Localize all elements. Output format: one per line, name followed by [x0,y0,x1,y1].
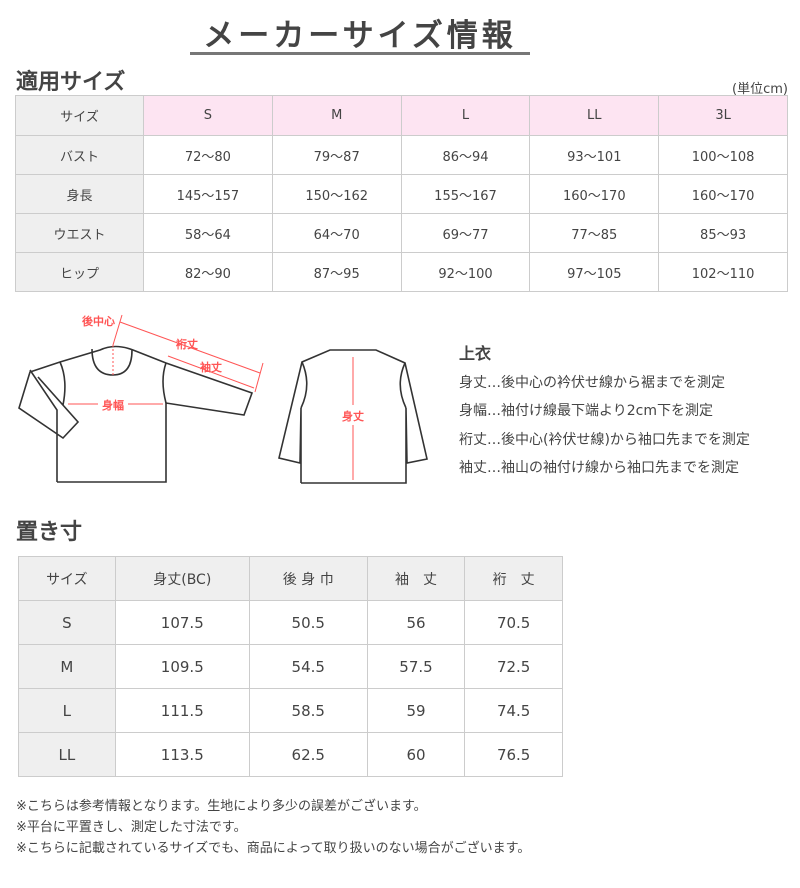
note: ※こちらは参考情報となります。生地により多少の誤差がございます。 [16,799,427,814]
cell: 50.5 [248,600,368,645]
table-header-row: サイズ S M L LL 3L [15,95,788,136]
back-center-label: 後中心 [82,314,115,328]
cell: 82〜90 [143,252,273,292]
table-row: S 107.5 50.5 56 70.5 [18,600,563,645]
header-cell: S [143,95,273,136]
unit-label: (単位cm) [732,82,788,97]
cell: 93〜101 [529,135,660,175]
cell: 58.5 [248,688,368,733]
row-label: M [18,644,116,689]
cell: 150〜162 [271,174,402,214]
table-row: L 111.5 58.5 59 74.5 [18,688,563,733]
table-row: M 109.5 54.5 57.5 72.5 [18,644,563,689]
note: ※こちらに記載されているサイズでも、商品によって取り扱いのない場合がございます。 [16,841,531,856]
row-label: LL [18,732,116,777]
cell: 102〜110 [658,252,788,292]
cell: 56 [366,600,466,645]
cell: 79〜87 [271,135,402,175]
cell: 76.5 [464,732,563,777]
header-cell: 袖 丈 [366,556,466,601]
row-label: L [18,688,116,733]
cell: 111.5 [114,688,250,733]
header-cell: サイズ [18,556,116,601]
cell: 109.5 [114,644,250,689]
cell: 70.5 [464,600,563,645]
header-cell: LL [529,95,660,136]
size-table: サイズ S M L LL 3L バスト 72〜80 79〜87 86〜94 93〜101… [15,95,788,292]
cell: 87〜95 [271,252,402,292]
table-row: ウエスト 58〜64 64〜70 69〜77 77〜85 85〜93 [15,213,788,253]
legend-item: 身幅…袖付け線最下端より2cm下を測定 [459,403,713,419]
measure-lines [68,314,354,480]
header-cell: 裄 丈 [464,556,563,601]
cell: 97〜105 [529,252,660,292]
cell: 107.5 [114,600,250,645]
legend-item: 身丈…後中心の衿伏せ線から裾までを測定 [459,374,725,391]
row-label: S [18,600,116,645]
cell: 113.5 [114,732,250,777]
header-cell: 身丈(BC) [114,556,250,601]
header-cell: L [400,95,531,136]
cell: 77〜85 [529,213,660,253]
cell: 72.5 [464,644,563,689]
body-width-label: 身幅 [102,398,124,412]
table-header-row: サイズ 身丈(BC) 後 身 巾袖 丈裄 丈 [18,556,563,601]
cell: 155〜167 [400,174,531,214]
cell: 160〜170 [658,174,788,214]
header-cell: サイズ [15,95,144,136]
table-row: 身長 145〜157 150〜162 155〜167 160〜170 160〜170 [15,174,788,214]
note: ※平台に平置きし、測定した寸法です。 [16,820,247,835]
legend-item: 袖丈…袖山の袖付け線から袖口先までを測定 [459,460,739,476]
page-title: メーカーサイズ情報 [203,18,517,54]
measurement-legend: 上衣 身丈…後中心の衿伏せ線から裾までを測定 身幅…袖付け線最下端より2cm下を… [459,340,750,483]
header-cell: 後 身 巾 [248,556,368,601]
flat-section-heading: 置き寸 [16,520,83,545]
cell: 57.5 [366,644,466,689]
back-garment-outline [278,349,428,484]
cell: 100〜108 [658,135,788,175]
cell: 92〜100 [400,252,531,292]
cell: 60 [366,732,466,777]
cell: 54.5 [248,644,368,689]
cell: 85〜93 [658,213,788,253]
front-garment-outline [18,345,254,483]
cell: 160〜170 [529,174,660,214]
body-length-label: 身丈 [342,409,364,423]
row-label: ヒップ [15,252,144,292]
yuki-label: 裄丈 [175,337,198,351]
cell: 58〜64 [143,213,273,253]
table-row: バスト 72〜80 79〜87 86〜94 93〜101 100〜108 [15,135,788,175]
cell: 72〜80 [143,135,273,175]
cell: 69〜77 [400,213,531,253]
title-underline [190,52,530,55]
cell: 59 [366,688,466,733]
notes: ※こちらは参考情報となります。生地により多少の誤差がございます。 ※平台に平置き… [16,796,530,859]
header-cell: M [271,95,402,136]
legend-item: 裄丈…後中心(衿伏せ線)から袖口先までを測定 [459,431,750,448]
cell: 64〜70 [271,213,402,253]
cell: 74.5 [464,688,563,733]
table-row: ヒップ 82〜90 87〜95 92〜100 97〜105 102〜110 [15,252,788,292]
cell: 86〜94 [400,135,531,175]
legend-title: 上衣 [459,344,492,363]
size-section-heading: 適用サイズ [16,70,126,95]
cell: 62.5 [248,732,368,777]
cell: 145〜157 [143,174,273,214]
row-label: バスト [15,135,144,175]
sleeve-length-label: 袖丈 [200,360,222,374]
row-label: 身長 [15,174,144,214]
row-label: ウエスト [15,213,144,253]
table-row: LL 113.5 62.5 60 76.5 [18,732,563,777]
header-cell: 3L [658,95,788,136]
garment-diagram: 後中心 裄丈 袖丈 身幅 身丈 [18,314,428,484]
